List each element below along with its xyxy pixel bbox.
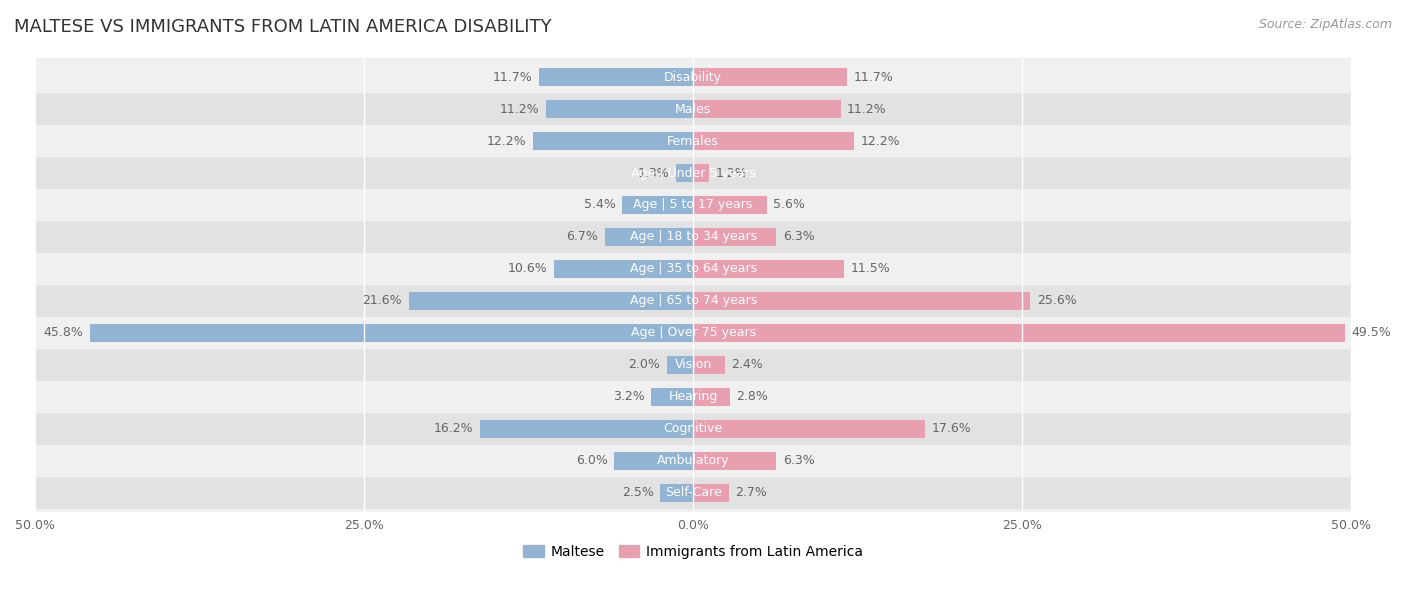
Bar: [693, 100, 841, 118]
Bar: [35, 189, 1351, 221]
Text: 5.6%: 5.6%: [773, 198, 806, 212]
Text: 2.5%: 2.5%: [621, 487, 654, 499]
Text: Source: ZipAtlas.com: Source: ZipAtlas.com: [1258, 18, 1392, 31]
Text: Age | 35 to 64 years: Age | 35 to 64 years: [630, 263, 756, 275]
Text: 2.0%: 2.0%: [628, 359, 661, 371]
Text: 2.4%: 2.4%: [731, 359, 763, 371]
Bar: [693, 387, 730, 406]
Bar: [666, 356, 693, 374]
Text: Females: Females: [668, 135, 718, 147]
Text: 3.2%: 3.2%: [613, 390, 644, 403]
Bar: [693, 452, 776, 470]
Text: 12.2%: 12.2%: [860, 135, 900, 147]
Bar: [651, 387, 693, 406]
Text: 11.5%: 11.5%: [851, 263, 891, 275]
Text: Ambulatory: Ambulatory: [657, 454, 730, 468]
Bar: [693, 259, 845, 278]
Text: 25.6%: 25.6%: [1036, 294, 1077, 307]
Text: MALTESE VS IMMIGRANTS FROM LATIN AMERICA DISABILITY: MALTESE VS IMMIGRANTS FROM LATIN AMERICA…: [14, 18, 551, 36]
Bar: [35, 61, 1351, 93]
Text: 11.7%: 11.7%: [853, 70, 893, 83]
Text: 6.7%: 6.7%: [567, 231, 599, 244]
Text: 2.8%: 2.8%: [737, 390, 769, 403]
Text: 16.2%: 16.2%: [433, 422, 474, 435]
Text: Age | 65 to 74 years: Age | 65 to 74 years: [630, 294, 756, 307]
Bar: [35, 413, 1351, 445]
Bar: [546, 100, 693, 118]
Text: Hearing: Hearing: [668, 390, 718, 403]
Bar: [90, 324, 693, 342]
Text: 1.3%: 1.3%: [638, 166, 669, 179]
Bar: [409, 292, 693, 310]
Bar: [35, 317, 1351, 349]
Bar: [693, 132, 853, 151]
Text: Disability: Disability: [664, 70, 723, 83]
Bar: [538, 68, 693, 86]
Text: Cognitive: Cognitive: [664, 422, 723, 435]
Text: 12.2%: 12.2%: [486, 135, 526, 147]
Bar: [693, 164, 709, 182]
Text: Age | 18 to 34 years: Age | 18 to 34 years: [630, 231, 756, 244]
Bar: [35, 477, 1351, 509]
Text: Age | Over 75 years: Age | Over 75 years: [630, 326, 755, 340]
Bar: [35, 285, 1351, 317]
Bar: [621, 196, 693, 214]
Text: 6.0%: 6.0%: [575, 454, 607, 468]
Text: 6.3%: 6.3%: [783, 454, 814, 468]
Text: 11.2%: 11.2%: [848, 103, 887, 116]
Bar: [533, 132, 693, 151]
Bar: [676, 164, 693, 182]
Text: Vision: Vision: [675, 359, 711, 371]
Text: 45.8%: 45.8%: [44, 326, 84, 340]
Bar: [35, 221, 1351, 253]
Text: 6.3%: 6.3%: [783, 231, 814, 244]
Bar: [693, 356, 724, 374]
Text: 2.7%: 2.7%: [735, 487, 768, 499]
Bar: [35, 253, 1351, 285]
Bar: [35, 445, 1351, 477]
Text: 49.5%: 49.5%: [1351, 326, 1391, 340]
Bar: [35, 349, 1351, 381]
Text: Self-Care: Self-Care: [665, 487, 721, 499]
Bar: [35, 381, 1351, 413]
Bar: [614, 452, 693, 470]
Legend: Maltese, Immigrants from Latin America: Maltese, Immigrants from Latin America: [517, 539, 869, 564]
Bar: [693, 68, 848, 86]
Bar: [35, 157, 1351, 189]
Bar: [693, 228, 776, 246]
Bar: [605, 228, 693, 246]
Bar: [693, 483, 728, 502]
Bar: [35, 125, 1351, 157]
Text: 17.6%: 17.6%: [931, 422, 972, 435]
Text: 10.6%: 10.6%: [508, 263, 547, 275]
Bar: [693, 324, 1344, 342]
Bar: [479, 420, 693, 438]
Text: 5.4%: 5.4%: [583, 198, 616, 212]
Bar: [35, 93, 1351, 125]
Text: Age | Under 5 years: Age | Under 5 years: [631, 166, 755, 179]
Text: 11.2%: 11.2%: [499, 103, 538, 116]
Text: 11.7%: 11.7%: [492, 70, 533, 83]
Bar: [554, 259, 693, 278]
Bar: [693, 196, 766, 214]
Text: 21.6%: 21.6%: [363, 294, 402, 307]
Bar: [693, 292, 1031, 310]
Bar: [661, 483, 693, 502]
Text: Males: Males: [675, 103, 711, 116]
Text: Age | 5 to 17 years: Age | 5 to 17 years: [634, 198, 752, 212]
Bar: [693, 420, 925, 438]
Text: 1.2%: 1.2%: [716, 166, 747, 179]
